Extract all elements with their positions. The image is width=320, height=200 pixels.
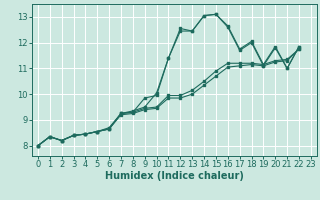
X-axis label: Humidex (Indice chaleur): Humidex (Indice chaleur) xyxy=(105,171,244,181)
